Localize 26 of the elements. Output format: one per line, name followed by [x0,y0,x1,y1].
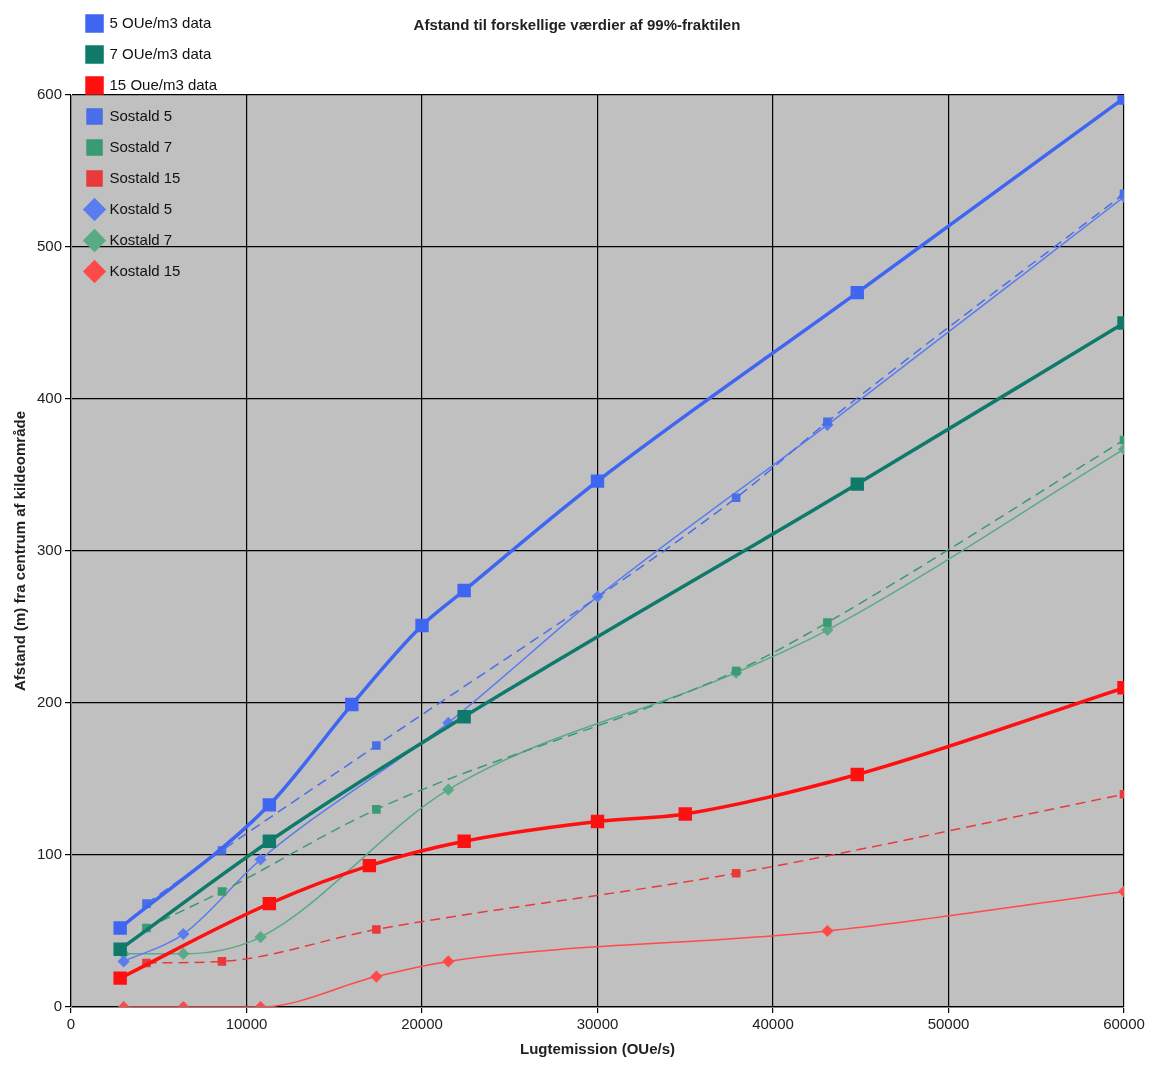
legend-label: Sostald 5 [109,106,173,124]
x-tick-label: 0 [66,1015,76,1033]
legend-label: Sostald 15 [109,168,181,186]
legend-label: 15 Oue/m3 data [109,75,218,93]
y-tick-label: 600 [37,85,63,103]
x-tick-label: 60000 [1103,1015,1145,1033]
x-tick-label: 10000 [225,1015,268,1033]
legend-label: Kostald 15 [109,261,181,279]
y-tick-label: 0 [53,997,63,1015]
y-tick-label: 500 [37,237,63,255]
x-axis-title: Lugtemission (OUe/s) [520,1040,676,1058]
y-tick-label: 400 [37,389,63,407]
legend-label: Kostald 5 [109,199,173,217]
y-tick-label: 200 [37,693,63,711]
legend-label: 5 OUe/m3 data [109,13,212,31]
x-tick-label: 50000 [927,1015,970,1033]
chart-title: Afstand til forskellige værdier af 99%-fraktilen [413,16,741,33]
x-tick-label: 30000 [576,1015,619,1033]
legend-label: Sostald 7 [109,137,173,155]
y-tick-label: 100 [37,845,63,863]
x-tick-label: 20000 [401,1015,443,1033]
legend-label: 7 OUe/m3 data [109,44,212,62]
y-axis-title: Afstand (m) fra centrum af kildeområde [11,410,29,692]
legend-label: Kostald 7 [109,230,173,248]
y-tick-label: 300 [37,541,63,559]
x-tick-label: 40000 [752,1015,794,1033]
